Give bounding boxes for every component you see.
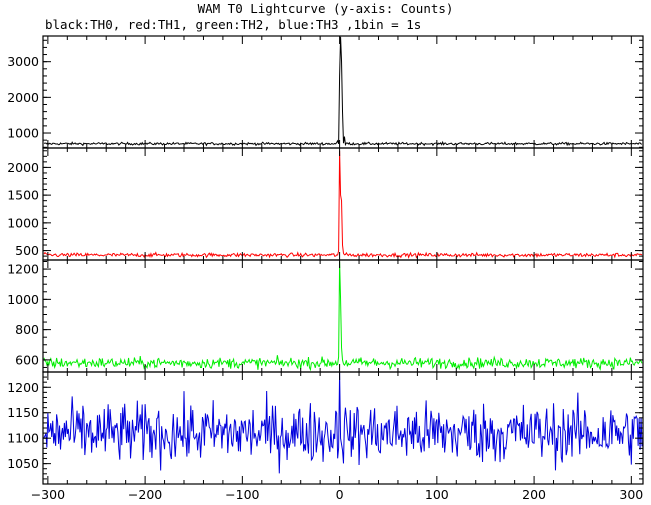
y-tick-label: 1200: [7, 380, 39, 395]
y-tick-label: 2000: [7, 160, 39, 175]
x-tick-label: 100: [425, 487, 449, 502]
y-tick-label: 600: [15, 352, 39, 367]
y-tick-label: 800: [15, 322, 39, 337]
y-tick-label: 1050: [7, 456, 39, 471]
panel-frame-3: [42, 259, 644, 373]
x-tick-label: 200: [522, 487, 546, 502]
series-line-th3: [43, 372, 643, 474]
y-tick-label: 1500: [7, 188, 39, 203]
y-tick-label: 1100: [7, 431, 39, 446]
chart-title: WAM T0 Lightcurve (y-axis: Counts): [197, 1, 454, 16]
x-tick-label: 300: [619, 487, 643, 502]
x-tick-label: −100: [225, 487, 259, 502]
y-tick-label: 500: [15, 243, 39, 258]
series-line-th0: [43, 36, 643, 147]
y-tick-label: 1000: [7, 292, 39, 307]
y-tick-label: 1000: [7, 126, 39, 141]
x-tick-label: −300: [31, 487, 65, 502]
chart-subtitle: black:TH0, red:TH1, green:TH2, blue:TH3 …: [45, 17, 422, 32]
series-line-th1: [43, 150, 643, 259]
y-tick-label: 1000: [7, 215, 39, 230]
x-tick-label: −200: [128, 487, 162, 502]
series-line-th2: [43, 261, 643, 372]
y-tick-label: 1150: [7, 405, 39, 420]
y-tick-label: 2000: [7, 90, 39, 105]
y-tick-label: 3000: [7, 54, 39, 69]
x-tick-label: 0: [336, 487, 344, 502]
panel-frame-2: [42, 147, 644, 261]
y-tick-label: 1200: [7, 262, 39, 277]
